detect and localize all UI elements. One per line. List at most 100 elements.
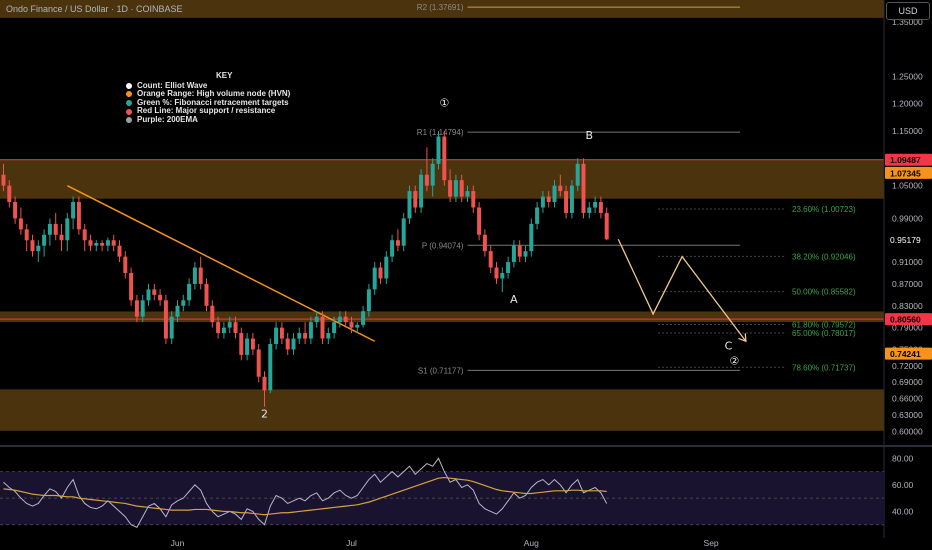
candle — [320, 316, 325, 339]
price-tag-label: 0.74241 — [890, 349, 921, 359]
rsi-line — [3, 457, 608, 529]
candle — [268, 343, 273, 391]
key-item-label: Purple: 200EMA — [137, 114, 198, 124]
candle — [465, 191, 470, 197]
pivot-level-label: S1 (0.71177) — [418, 366, 464, 375]
projection-path — [617, 238, 747, 342]
candle — [82, 229, 87, 241]
candle — [111, 240, 116, 246]
candle — [274, 327, 279, 344]
candle — [500, 273, 505, 279]
x-tick-label: Sep — [704, 538, 719, 548]
price-pane-bg — [0, 0, 884, 445]
candle — [204, 283, 209, 306]
candle — [210, 305, 215, 323]
candle — [546, 196, 551, 203]
price-tag-bg — [885, 153, 932, 166]
candle — [158, 294, 163, 301]
chart-key: KEY Count: Elliot Wave Orange Range: High… — [126, 71, 290, 125]
candle — [13, 202, 18, 219]
candle — [326, 333, 331, 339]
candle — [575, 163, 580, 186]
y-tick-label: 1.35000 — [892, 17, 923, 27]
y-tick-label: 0.79000 — [892, 323, 923, 333]
candle — [529, 223, 534, 252]
key-dot-icon — [126, 108, 132, 115]
fib-level-label: 23.60% (1.00723) — [792, 205, 856, 214]
candle — [459, 180, 464, 197]
candle — [604, 212, 609, 240]
time-axis-bg — [0, 538, 932, 550]
wave-label: 2 — [261, 408, 268, 421]
projection-arrow-icon — [738, 333, 747, 343]
y-tick-label: 0.69000 — [892, 377, 923, 387]
key-item: Purple: 200EMA — [126, 114, 290, 125]
candle — [593, 202, 598, 208]
key-item: Count: Elliot Wave — [126, 80, 290, 91]
price-tag-label: 1.07345 — [890, 168, 921, 178]
candle — [535, 207, 540, 224]
candle — [384, 256, 389, 279]
candle — [413, 191, 418, 208]
price-tag-bg — [885, 233, 932, 246]
price-tag-label: 1.09487 — [890, 155, 921, 165]
candle — [30, 240, 35, 252]
candle — [163, 300, 168, 339]
candle — [181, 300, 186, 306]
candle — [390, 240, 395, 257]
candle — [47, 223, 52, 235]
currency-button[interactable]: USD — [886, 2, 930, 20]
key-item: Green %: Fibonacci retracement targets — [126, 97, 290, 108]
candle — [134, 300, 139, 317]
wave-label: A — [510, 293, 518, 306]
candle — [477, 207, 482, 235]
candle — [76, 202, 81, 230]
wave-label: ① — [439, 96, 449, 109]
hvn-zone — [0, 389, 884, 431]
price-tag-bg — [885, 313, 932, 326]
key-item: Orange Range: High volume node (HVN) — [126, 90, 290, 99]
candle — [59, 234, 64, 241]
candle — [349, 322, 354, 328]
y-tick-label: 0.83000 — [892, 301, 923, 311]
candle — [303, 333, 308, 339]
candle — [198, 267, 203, 284]
key-item-label: Count: Elliot Wave — [137, 80, 208, 90]
hvn-zone — [0, 311, 884, 323]
candle — [395, 240, 400, 246]
y-tick-label: 1.25000 — [892, 71, 923, 81]
candle — [540, 196, 545, 208]
candle — [494, 267, 499, 279]
fib-level-label: 61.80% (0.79572) — [792, 320, 856, 329]
candle — [216, 322, 221, 334]
candle — [343, 316, 348, 323]
candle — [146, 289, 151, 301]
candle — [1, 174, 6, 186]
candle — [18, 218, 23, 230]
candle — [517, 245, 522, 257]
wave-label: ② — [729, 355, 739, 368]
candle — [419, 174, 424, 208]
candle — [587, 207, 592, 213]
rsi-ma-line — [3, 476, 607, 516]
rsi-band — [0, 471, 884, 525]
candle — [297, 333, 302, 339]
key-item-label: Green %: Fibonacci retracement targets — [137, 97, 289, 107]
candle — [482, 234, 487, 252]
rsi-tick-label: 80.00 — [892, 453, 914, 463]
candle — [424, 174, 429, 186]
candle — [337, 316, 342, 323]
candle — [366, 289, 371, 312]
candle — [598, 202, 603, 213]
candle — [453, 180, 458, 197]
y-tick-label: 0.60000 — [892, 426, 923, 436]
pivot-level-label: P (0.94074) — [422, 241, 464, 250]
chart-title: Ondo Finance / US Dollar · 1D · COINBASE — [6, 4, 183, 14]
key-dot-icon — [126, 100, 132, 107]
key-dot-icon — [126, 91, 132, 98]
candle — [65, 218, 70, 241]
candle — [71, 202, 76, 219]
candle — [7, 185, 12, 203]
candle — [407, 191, 412, 219]
